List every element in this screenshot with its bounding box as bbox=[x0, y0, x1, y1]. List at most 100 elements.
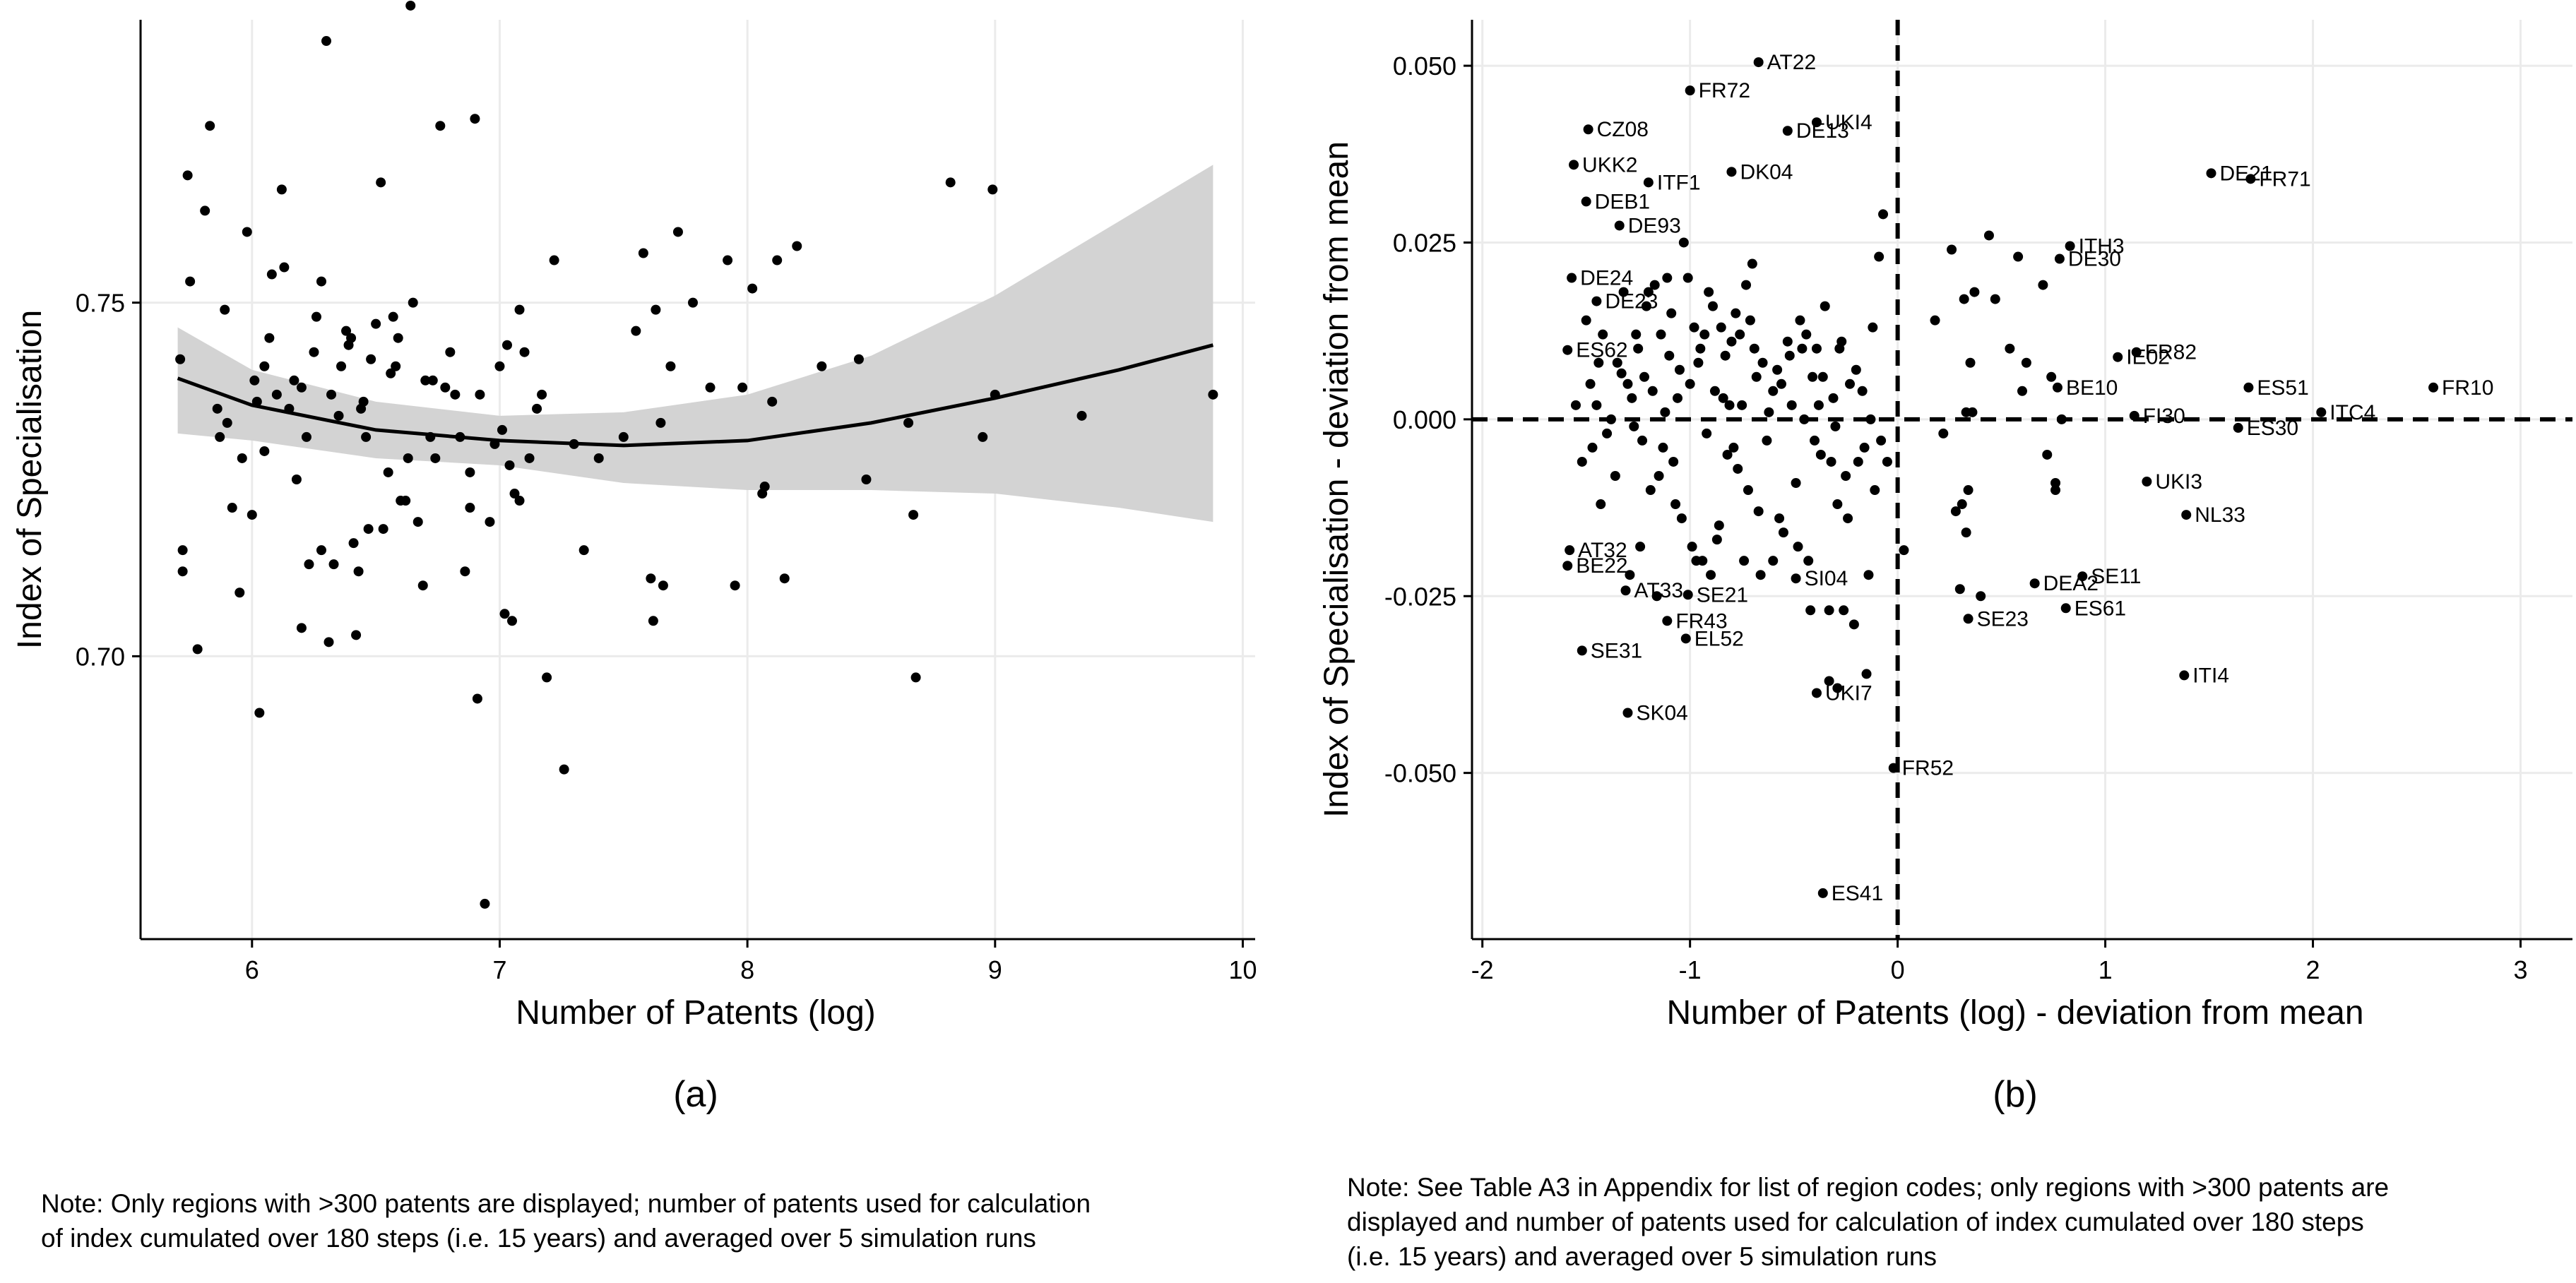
data-point bbox=[1739, 556, 1750, 566]
note-panel-b: Note: See Table A3 in Appendix for list … bbox=[1347, 1170, 2548, 1274]
data-point bbox=[343, 340, 354, 350]
data-point bbox=[1764, 407, 1774, 417]
labeled-data-point bbox=[2060, 603, 2071, 614]
panel-b-reference-lines bbox=[1472, 20, 2572, 939]
panel-a-scatter-plot: 6 7 8 9 10 0.70 0.75 Number of Patents (log) I… bbox=[11, 0, 1257, 1115]
data-point bbox=[1687, 542, 1697, 552]
data-point bbox=[499, 609, 510, 619]
data-point bbox=[1633, 343, 1644, 354]
point-label: FR52 bbox=[1902, 757, 1954, 780]
data-point bbox=[351, 630, 362, 640]
point-label: DE93 bbox=[1628, 214, 1681, 237]
point-label: SE21 bbox=[1697, 583, 1748, 607]
data-point bbox=[1709, 386, 1720, 396]
data-point bbox=[1587, 442, 1598, 453]
point-label: ITI4 bbox=[2192, 664, 2229, 687]
data-point bbox=[514, 496, 525, 506]
data-point bbox=[2021, 357, 2031, 368]
panel-a-label: (a) bbox=[673, 1074, 718, 1115]
data-point bbox=[1830, 421, 1841, 431]
note-panel-a: Note: Only regions with >300 patents are… bbox=[41, 1186, 1242, 1255]
point-label: FR43 bbox=[1675, 609, 1727, 633]
data-point bbox=[235, 587, 245, 598]
data-point bbox=[1678, 237, 1689, 248]
data-point bbox=[1751, 371, 1762, 382]
data-point bbox=[1622, 378, 1633, 389]
point-label: SE23 bbox=[1977, 607, 2029, 631]
data-point bbox=[1625, 570, 1635, 580]
data-point bbox=[1961, 527, 1971, 538]
data-point bbox=[391, 361, 401, 371]
data-point bbox=[1674, 364, 1685, 375]
data-point bbox=[1784, 350, 1795, 361]
labeled-data-point bbox=[2029, 578, 2040, 589]
labeled-data-point bbox=[1622, 708, 1633, 718]
data-point bbox=[1711, 535, 1722, 545]
panel-a-ticks: 6 7 8 9 10 0.70 0.75 bbox=[76, 289, 1257, 984]
data-point bbox=[1848, 619, 1859, 630]
point-label: ITH3 bbox=[2079, 234, 2125, 258]
data-point bbox=[705, 382, 716, 393]
data-point bbox=[1882, 456, 1892, 467]
data-point bbox=[182, 170, 193, 181]
data-point bbox=[289, 375, 299, 386]
labeled-data-point bbox=[2206, 168, 2216, 179]
data-point bbox=[361, 431, 372, 442]
data-point bbox=[2005, 343, 2015, 354]
data-point bbox=[1618, 287, 1629, 297]
labeled-data-point bbox=[2054, 253, 2065, 264]
data-point bbox=[1832, 683, 1843, 693]
data-point bbox=[1841, 470, 1851, 481]
data-point bbox=[908, 510, 919, 520]
data-point bbox=[730, 580, 740, 591]
data-point bbox=[1845, 378, 1856, 389]
data-point bbox=[1778, 527, 1788, 538]
data-point bbox=[1801, 329, 1812, 340]
data-point bbox=[353, 566, 364, 577]
data-point bbox=[440, 382, 451, 393]
data-point bbox=[1820, 301, 1830, 311]
data-point bbox=[1791, 478, 1801, 489]
data-point bbox=[1685, 378, 1695, 389]
labeled-data-point bbox=[2428, 382, 2439, 393]
data-point bbox=[363, 524, 374, 535]
data-point bbox=[1693, 357, 1704, 368]
data-point bbox=[1843, 513, 1853, 524]
data-point bbox=[1670, 499, 1681, 510]
data-point bbox=[593, 453, 604, 463]
data-point bbox=[1610, 470, 1620, 481]
data-point bbox=[1947, 244, 1957, 255]
panel-b-y-tick-label: 0.000 bbox=[1393, 405, 1456, 434]
point-label: AT22 bbox=[1767, 51, 1816, 74]
labeled-data-point bbox=[2316, 407, 2327, 417]
labeled-data-point bbox=[2179, 670, 2190, 681]
point-label: DEA2 bbox=[2043, 572, 2099, 595]
data-point bbox=[408, 297, 418, 308]
panel-a-x-tick-label: 8 bbox=[740, 955, 754, 984]
data-point bbox=[559, 764, 569, 775]
data-point bbox=[427, 375, 438, 386]
point-label: BE22 bbox=[1576, 554, 1627, 578]
data-point bbox=[1733, 463, 1743, 474]
data-point bbox=[1635, 542, 1646, 552]
labeled-data-point bbox=[2245, 174, 2256, 184]
data-point bbox=[532, 403, 542, 414]
point-label: FR71 bbox=[2259, 167, 2310, 191]
data-point bbox=[1874, 251, 1884, 262]
data-point bbox=[1722, 449, 1733, 460]
data-point bbox=[1585, 378, 1596, 389]
data-point bbox=[638, 248, 648, 258]
data-point bbox=[480, 898, 490, 909]
data-point bbox=[1656, 329, 1666, 340]
data-point bbox=[945, 177, 956, 188]
point-label: ITF1 bbox=[1657, 171, 1701, 194]
data-point bbox=[1969, 287, 1980, 297]
labeled-data-point bbox=[2065, 241, 2075, 251]
labeled-data-point bbox=[2052, 382, 2062, 393]
data-point bbox=[1612, 357, 1622, 368]
data-point bbox=[655, 417, 666, 428]
data-point bbox=[524, 453, 535, 463]
panel-b-y-tick-label: 0.050 bbox=[1393, 52, 1456, 80]
labeled-data-point bbox=[1782, 126, 1793, 136]
